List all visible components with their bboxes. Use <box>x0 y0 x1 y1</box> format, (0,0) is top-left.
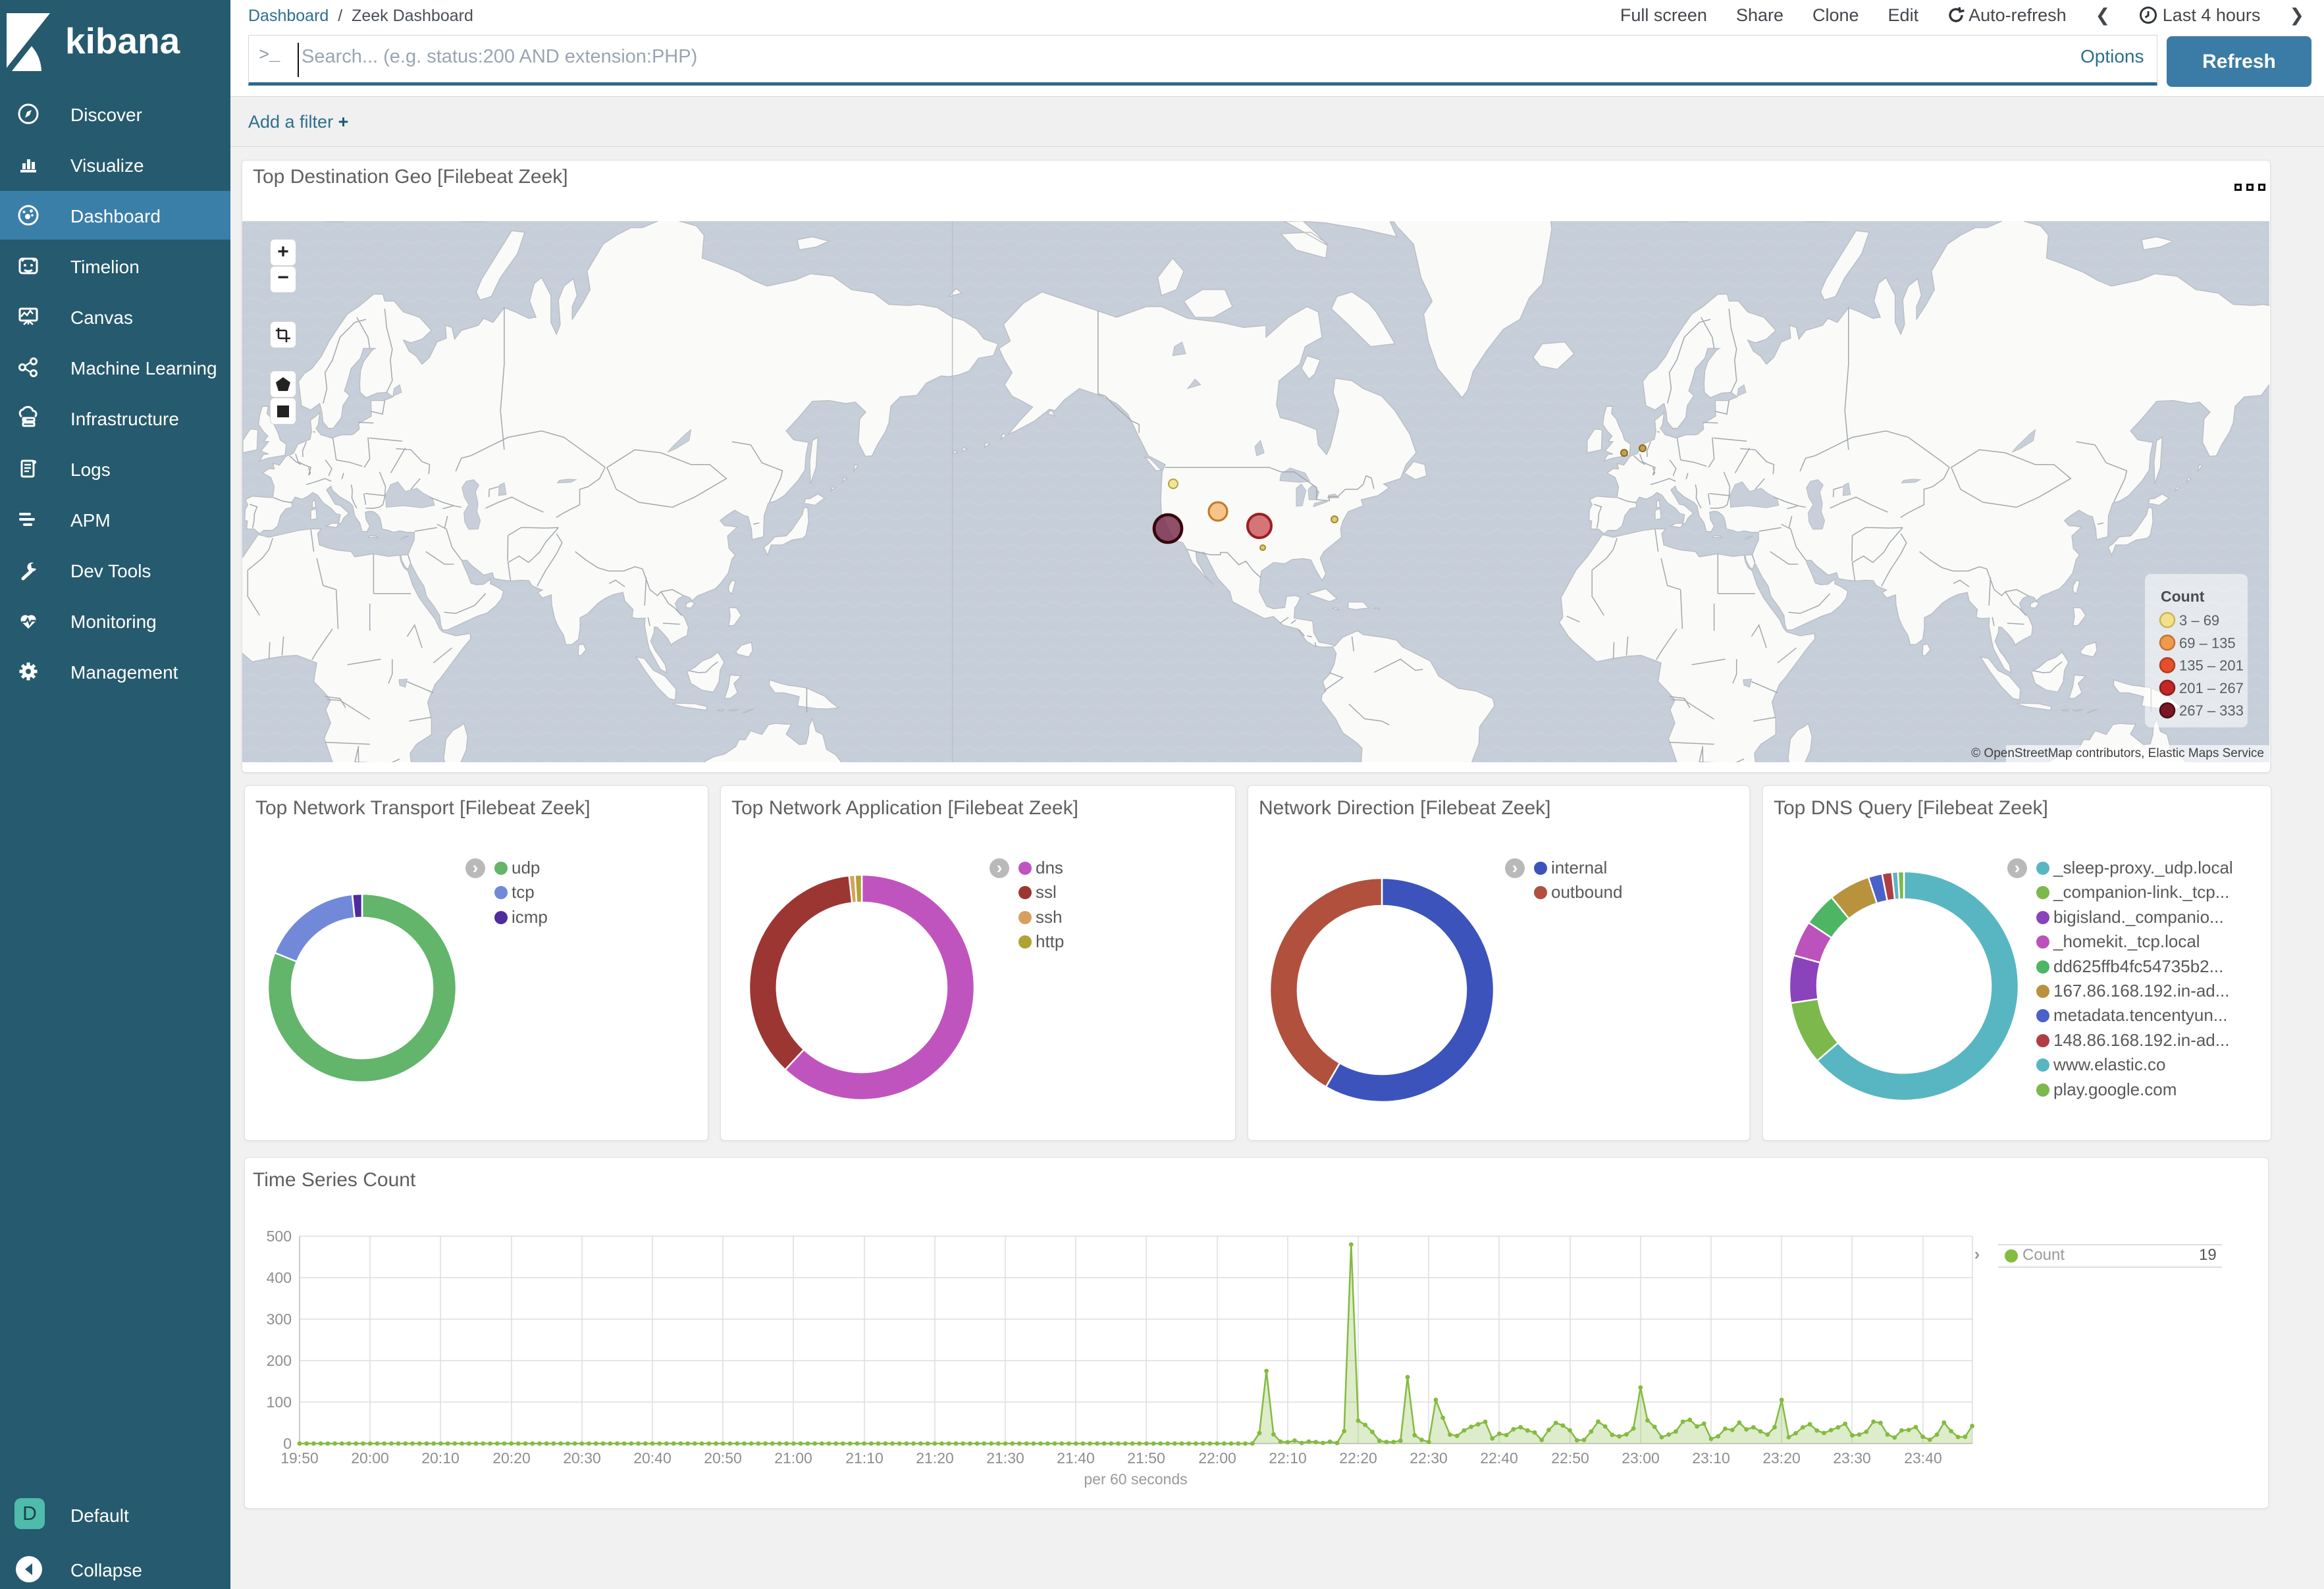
svg-text:21:10: 21:10 <box>845 1449 884 1467</box>
svg-text:22:00: 22:00 <box>1198 1449 1236 1467</box>
svg-text:3 – 69: 3 – 69 <box>2179 612 2219 629</box>
svg-text:21:40: 21:40 <box>1057 1449 1095 1467</box>
svg-text:23:00: 23:00 <box>1622 1449 1660 1467</box>
svg-text:per 60 seconds: per 60 seconds <box>1084 1471 1187 1488</box>
svg-text:500: 500 <box>267 1228 292 1245</box>
svg-text:20:20: 20:20 <box>492 1449 531 1467</box>
svg-text:23:40: 23:40 <box>1904 1449 1942 1467</box>
svg-text:0: 0 <box>283 1435 292 1452</box>
svg-text:135 – 201: 135 – 201 <box>2179 658 2244 674</box>
svg-text:267 – 333: 267 – 333 <box>2179 702 2244 719</box>
svg-text:300: 300 <box>267 1311 292 1328</box>
svg-text:69 – 135: 69 – 135 <box>2179 635 2236 651</box>
svg-text:22:10: 22:10 <box>1269 1449 1307 1467</box>
svg-text:21:20: 21:20 <box>916 1449 954 1467</box>
svg-text:20:00: 20:00 <box>351 1449 389 1467</box>
svg-text:19:50: 19:50 <box>280 1449 319 1467</box>
svg-text:20:10: 20:10 <box>421 1449 460 1467</box>
svg-text:22:20: 22:20 <box>1339 1449 1377 1467</box>
svg-text:21:30: 21:30 <box>986 1449 1024 1467</box>
svg-text:22:50: 22:50 <box>1551 1449 1589 1467</box>
svg-text:200: 200 <box>267 1352 292 1369</box>
svg-text:Count: Count <box>2161 588 2205 605</box>
svg-text:22:40: 22:40 <box>1480 1449 1518 1467</box>
svg-text:201 – 267: 201 – 267 <box>2179 680 2244 696</box>
svg-text:20:40: 20:40 <box>633 1449 672 1467</box>
svg-text:21:50: 21:50 <box>1127 1449 1165 1467</box>
svg-text:23:30: 23:30 <box>1833 1449 1871 1467</box>
svg-text:20:50: 20:50 <box>704 1449 742 1467</box>
svg-text:100: 100 <box>267 1394 292 1411</box>
svg-text:23:20: 23:20 <box>1762 1449 1801 1467</box>
svg-text:21:00: 21:00 <box>774 1449 812 1467</box>
svg-text:400: 400 <box>267 1269 292 1286</box>
svg-text:22:30: 22:30 <box>1410 1449 1448 1467</box>
svg-text:© OpenStreetMap contributors,: © OpenStreetMap contributors, Elastic Ma… <box>1971 746 2264 760</box>
svg-text:23:10: 23:10 <box>1692 1449 1730 1467</box>
svg-text:20:30: 20:30 <box>563 1449 601 1467</box>
